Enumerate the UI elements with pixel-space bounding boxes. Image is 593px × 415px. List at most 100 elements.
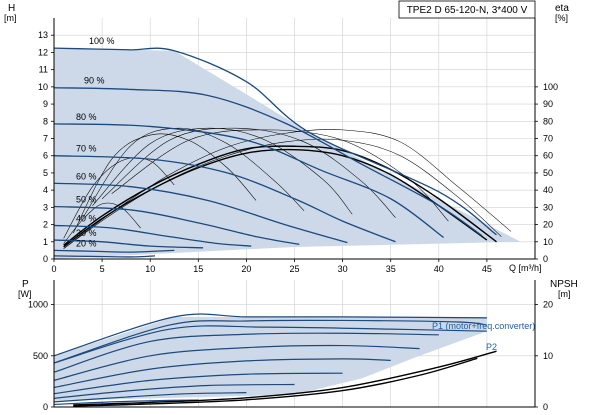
efficiency-curve-thin (72, 133, 257, 234)
head-curve (54, 224, 252, 247)
y-tick-label: 0 (43, 402, 48, 412)
y2-axis-unit-eta: [%] (555, 13, 568, 23)
speed-label: 30 % (76, 228, 97, 238)
y2-tick-label: 40 (543, 185, 553, 195)
y2-tick-label: 60 (543, 151, 553, 161)
y-axis-label-power: P (22, 279, 29, 290)
speed-label: 100 % (89, 36, 115, 46)
y2-tick-label: 90 (543, 99, 553, 109)
y2-tick-label: 20 (543, 220, 553, 230)
head-curve (54, 205, 300, 246)
y-tick-label: 6 (43, 151, 48, 161)
power-curve (54, 332, 439, 373)
power-curve (54, 313, 487, 357)
y-tick-label: 7 (43, 134, 48, 144)
x-tick-label: 45 (482, 264, 492, 274)
power-envelope (54, 316, 487, 401)
head-plot-axes: 0 5 10 15 20 25 30 35 40 450123456789101112130102… (38, 18, 558, 274)
speed-label: 60 % (76, 171, 97, 181)
y-axis-label-head: H (8, 3, 15, 14)
y2-axis-label-npsh: NPSH (550, 279, 578, 290)
y-tick-label: 11 (39, 65, 48, 75)
y-tick-label: 8 (43, 116, 48, 126)
efficiency-curve-thin (63, 129, 512, 249)
efficiency-curve-thin (101, 127, 396, 218)
operating-range-fill (54, 48, 521, 259)
y2-axis-label-eta: eta (555, 3, 569, 14)
head-curve (54, 255, 156, 258)
power-curve (54, 325, 487, 364)
x-tick-label: 5 (100, 264, 105, 274)
x-tick-label: 10 (145, 264, 155, 274)
y2-axis-unit-npsh: [m] (558, 289, 571, 299)
title-box (398, 0, 536, 19)
y2-tick-label: 50 (543, 168, 553, 178)
head-curve (54, 87, 483, 237)
speed-label: 40 % (76, 213, 97, 223)
y-tick-label: 0 (43, 254, 48, 264)
efficiency-curve-thin (63, 138, 502, 249)
y-tick-label: 10 (38, 82, 48, 92)
y2-tick-label: 0 (543, 254, 548, 264)
x-tick-label: 20 (241, 264, 251, 274)
y-tick-label: 500 (33, 351, 48, 361)
efficiency-curve-bold (63, 148, 488, 248)
npsh-curve (73, 350, 497, 406)
y2-tick-label: 0 (543, 402, 548, 412)
y2-tick-label: 80 (543, 116, 553, 126)
p1-curve-label: P1 (motor+freq.converter) (432, 321, 535, 331)
x-tick-label: 0 (51, 264, 56, 274)
y-tick-label: 1 (43, 237, 48, 247)
efficiency-curve-bold (63, 145, 497, 246)
x-tick-label: 25 (289, 264, 299, 274)
y-tick-label: 2 (43, 220, 48, 230)
x-axis-label: Q [m³/h] (509, 263, 542, 273)
head-curve (54, 182, 348, 244)
y-axis-unit-power: [W] (18, 289, 32, 299)
y2-tick-label: 100 (543, 82, 558, 92)
y2-tick-label: 30 (543, 202, 553, 212)
speed-label: 70 % (76, 144, 97, 154)
x-tick-label: 35 (386, 264, 396, 274)
speed-label: 20 % (76, 238, 97, 248)
head-curve (54, 239, 204, 249)
power-curve (54, 399, 199, 406)
head-curve (54, 123, 444, 239)
power-curve (54, 392, 247, 403)
head-curves: 100 % 90 % 80 % 70 % 60 % 50 % 40 % 30 %20 % (54, 36, 497, 258)
y2-tick-label: 20 (543, 300, 553, 310)
power-curve (54, 358, 391, 389)
power-curve (54, 319, 487, 364)
efficiency-curve-thin (92, 127, 353, 215)
power-curve (54, 383, 295, 399)
y-tick-label: 12 (38, 47, 48, 57)
y2-tick-label: 10 (543, 237, 553, 247)
speed-label: 90 % (84, 76, 105, 86)
y-tick-label: 1000 (28, 300, 48, 310)
head-curve (54, 155, 396, 243)
power-range-fill (54, 316, 487, 401)
speed-label: 80 % (76, 112, 97, 122)
chart-title: TPE2 D 65-120-N, 3*400 V (407, 5, 528, 16)
y-axis-unit-head: [m] (4, 13, 17, 23)
power-curve (54, 344, 420, 381)
power-curve (54, 372, 343, 395)
npsh-curve (73, 357, 478, 407)
y-tick-label: 3 (43, 202, 48, 212)
head-curve (54, 249, 175, 253)
speed-label: 50 % (76, 194, 97, 204)
x-tick-label: 15 (193, 264, 203, 274)
head-envelope (54, 48, 521, 259)
x-tick-label: 30 (338, 264, 348, 274)
y2-tick-label: 10 (543, 351, 553, 361)
y-tick-label: 13 (38, 30, 48, 40)
p2-curve-label: P2 (486, 342, 497, 352)
power-curves (54, 313, 497, 407)
efficiency-curves (63, 127, 512, 249)
x-tick-label: 40 (434, 264, 444, 274)
head-curve (54, 47, 497, 236)
efficiency-curve-thin (63, 157, 175, 239)
y-tick-label: 4 (43, 185, 48, 195)
y2-tick-label: 70 (543, 134, 553, 144)
